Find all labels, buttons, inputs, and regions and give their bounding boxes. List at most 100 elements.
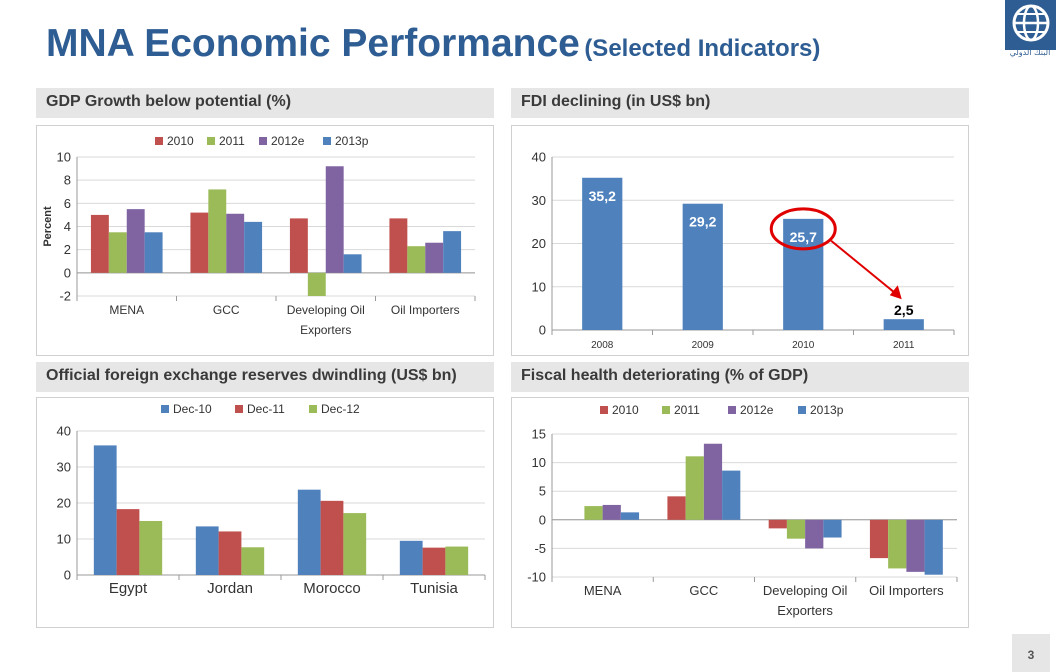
bar	[108, 232, 127, 273]
x-tick-label: Exporters	[300, 323, 351, 337]
bar	[343, 254, 362, 273]
y-tick-label: 10	[532, 279, 546, 294]
y-tick-label: 0	[539, 323, 546, 338]
bar	[126, 209, 145, 273]
bar	[685, 456, 704, 520]
x-tick-label: 2010	[792, 340, 815, 351]
y-tick-label: 10	[57, 532, 71, 547]
bar	[241, 547, 265, 575]
bar	[343, 513, 367, 575]
bar	[883, 319, 924, 330]
bar	[924, 519, 943, 575]
arrow-head	[889, 285, 902, 300]
y-tick-label: 2	[64, 242, 71, 257]
y-tick-label: 30	[532, 193, 546, 208]
x-tick-label: 2008	[591, 340, 614, 351]
gdp-chart: -2 0 2 4 6 8 10 MENA GCC Developing Oil Exporters O…	[36, 125, 494, 356]
legend-label: 2013p	[335, 134, 369, 148]
bar	[445, 546, 469, 575]
legend-swatch	[323, 137, 331, 145]
y-tick-label: -5	[534, 541, 546, 556]
x-tick-label: 2011	[893, 340, 915, 351]
legend-swatch	[728, 406, 736, 414]
x-tick-label: Tunisia	[410, 580, 458, 597]
legend-label: Dec-12	[321, 402, 360, 416]
fiscal-chart: -10 -5 0 5 10 15 MENA GCC Developing Oil Exporter…	[511, 397, 969, 628]
x-tick-label: Exporters	[777, 603, 833, 618]
y-tick-label: 4	[64, 219, 71, 234]
legend-swatch	[662, 406, 670, 414]
bar	[90, 214, 109, 273]
bar	[722, 470, 741, 520]
legend-label: Dec-11	[247, 402, 285, 416]
bar	[289, 218, 308, 273]
y-tick-label: 8	[64, 173, 71, 188]
x-tick-label: MENA	[584, 583, 622, 598]
y-tick-label: 15	[532, 427, 546, 442]
bar	[195, 526, 219, 575]
y-tick-label: 5	[539, 484, 546, 499]
bar	[620, 512, 640, 520]
page-number: 3	[1012, 634, 1050, 672]
y-tick-label: 20	[57, 496, 71, 511]
bar	[144, 232, 163, 273]
x-tick-label: MENA	[109, 303, 144, 317]
legend-label: 2013p	[810, 403, 844, 417]
page-title: MNA Economic Performance (Selected Indic…	[46, 22, 820, 66]
gdp-header: GDP Growth below potential (%)	[36, 88, 494, 118]
x-tick-label: Oil Importers	[869, 583, 944, 598]
x-tick-label: Developing Oil	[287, 303, 365, 317]
reserves-header: Official foreign exchange reserves dwind…	[36, 362, 494, 392]
x-tick-label: GCC	[213, 303, 240, 317]
page-title-sub: (Selected Indicators)	[584, 35, 821, 62]
bar	[703, 443, 723, 520]
x-tick-label: Jordan	[207, 580, 253, 597]
bar	[823, 519, 842, 538]
data-label: 35,2	[589, 188, 616, 204]
bar	[422, 547, 446, 575]
y-tick-label: -10	[527, 570, 546, 585]
bar	[682, 203, 723, 330]
legend-swatch	[161, 405, 169, 413]
bar	[667, 496, 686, 520]
bar	[139, 521, 163, 575]
y-tick-label: 10	[57, 150, 71, 165]
y-tick-label: 6	[64, 196, 71, 211]
y-tick-label: 40	[532, 150, 546, 165]
legend-label: Dec-10	[173, 402, 212, 416]
bar	[888, 519, 907, 569]
y-tick-label: 0	[64, 265, 71, 280]
bar	[218, 531, 242, 575]
bar	[425, 242, 444, 273]
legend-swatch	[155, 137, 163, 145]
legend-swatch	[259, 137, 267, 145]
bar	[226, 213, 245, 273]
highlight-circle	[769, 207, 837, 251]
bar	[443, 231, 462, 273]
y-tick-label: 20	[532, 236, 546, 251]
page-title-main: MNA Economic Performance	[46, 22, 580, 65]
bar	[244, 221, 263, 273]
y-tick-label: 0	[64, 568, 71, 583]
data-label: 25,7	[790, 229, 817, 245]
bar	[582, 177, 623, 330]
legend-label: 2012e	[740, 403, 774, 417]
bar	[906, 519, 925, 572]
bar	[93, 445, 117, 575]
x-tick-label: Oil Importers	[391, 303, 460, 317]
bar	[805, 519, 824, 549]
data-label: 29,2	[689, 214, 716, 230]
bar	[602, 504, 621, 520]
y-tick-label: 40	[57, 424, 71, 439]
fiscal-header: Fiscal health deteriorating (% of GDP)	[511, 362, 969, 392]
data-label: 2,5	[894, 302, 914, 318]
x-tick-label: 2009	[692, 340, 715, 351]
x-tick-label: GCC	[689, 583, 718, 598]
bar	[325, 166, 344, 273]
legend-label: 2010	[612, 403, 639, 417]
bar	[190, 212, 209, 273]
legend-swatch	[798, 406, 806, 414]
legend-swatch	[235, 405, 243, 413]
y-axis-title: Percent	[42, 206, 54, 247]
bar	[407, 246, 426, 273]
